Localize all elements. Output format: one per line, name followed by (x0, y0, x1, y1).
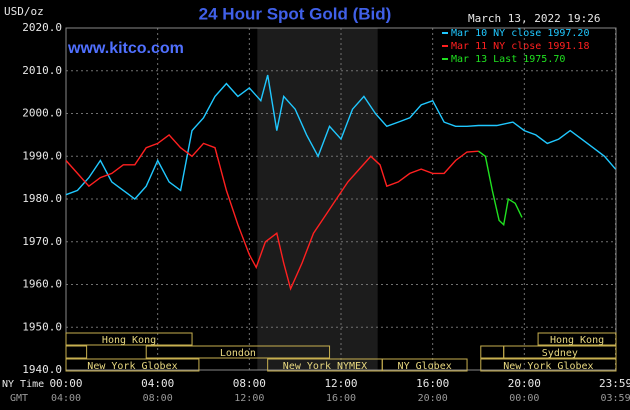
x-tick-label: 04:00 (141, 377, 174, 390)
y-tick-label: 2000.0 (22, 107, 62, 120)
y-tick-label: 2020.0 (22, 21, 62, 34)
session-label: Sydney (542, 348, 578, 359)
x-tick-label: 23:59 (599, 377, 630, 390)
x2-tick-label: 16:00 (326, 393, 356, 404)
x2-tick-label: 20:00 (418, 393, 448, 404)
plot-frame (65, 27, 617, 371)
session-box (65, 332, 193, 346)
x-tick-label: 08:00 (233, 377, 266, 390)
y-label: USD/oz (4, 5, 44, 18)
session-box (503, 345, 617, 359)
session-box (65, 358, 200, 372)
session-box (537, 332, 617, 346)
y-tick-label: 1990.0 (22, 149, 62, 162)
x2-tick-label: 00:00 (509, 393, 539, 404)
session-label: New York Globex (87, 361, 177, 372)
x2-tick-label: 08:00 (143, 393, 173, 404)
x-label: NY Time (2, 379, 44, 390)
price-line (65, 74, 617, 200)
y-tick-label: 1950.0 (22, 320, 62, 333)
timestamp: March 13, 2022 19:26 (468, 12, 600, 25)
session-box (65, 345, 88, 359)
x2-tick-label: 03:59 (600, 393, 630, 404)
legend-label: Mar 13 Last 1975.70 (451, 54, 565, 65)
price-line (65, 133, 479, 291)
session-label: London (220, 348, 256, 359)
price-line (478, 150, 523, 227)
session-box (480, 358, 617, 372)
x2-tick-label: 12:00 (234, 393, 264, 404)
x-tick-label: 20:00 (508, 377, 541, 390)
watermark: www.kitco.com (67, 40, 184, 57)
session-box (381, 358, 468, 372)
session-label: Hong Kong (102, 335, 156, 346)
y-tick-label: 1940.0 (22, 363, 62, 376)
y-tick-label: 2010.0 (22, 64, 62, 77)
session-label: New York Globex (503, 361, 593, 372)
legend-label: Mar 10 NY close 1997.20 (451, 28, 589, 39)
y-tick-label: 1980.0 (22, 192, 62, 205)
legend-label: Mar 11 NY close 1991.18 (451, 41, 589, 52)
chart-title: 24 Hour Spot Gold (Bid) (199, 4, 392, 23)
x-tick-label: 16:00 (416, 377, 449, 390)
x2-label: GMT (10, 393, 28, 404)
session-label: NY Globex (398, 361, 452, 372)
x2-tick-label: 04:00 (51, 393, 81, 404)
y-tick-label: 1960.0 (22, 278, 62, 291)
session-box (145, 345, 331, 359)
y-tick-label: 1970.0 (22, 235, 62, 248)
x-tick-label: 00:00 (49, 377, 82, 390)
x-tick-label: 12:00 (324, 377, 357, 390)
session-label: Hong Kong (550, 335, 604, 346)
session-label: New York NYMEX (283, 361, 367, 372)
